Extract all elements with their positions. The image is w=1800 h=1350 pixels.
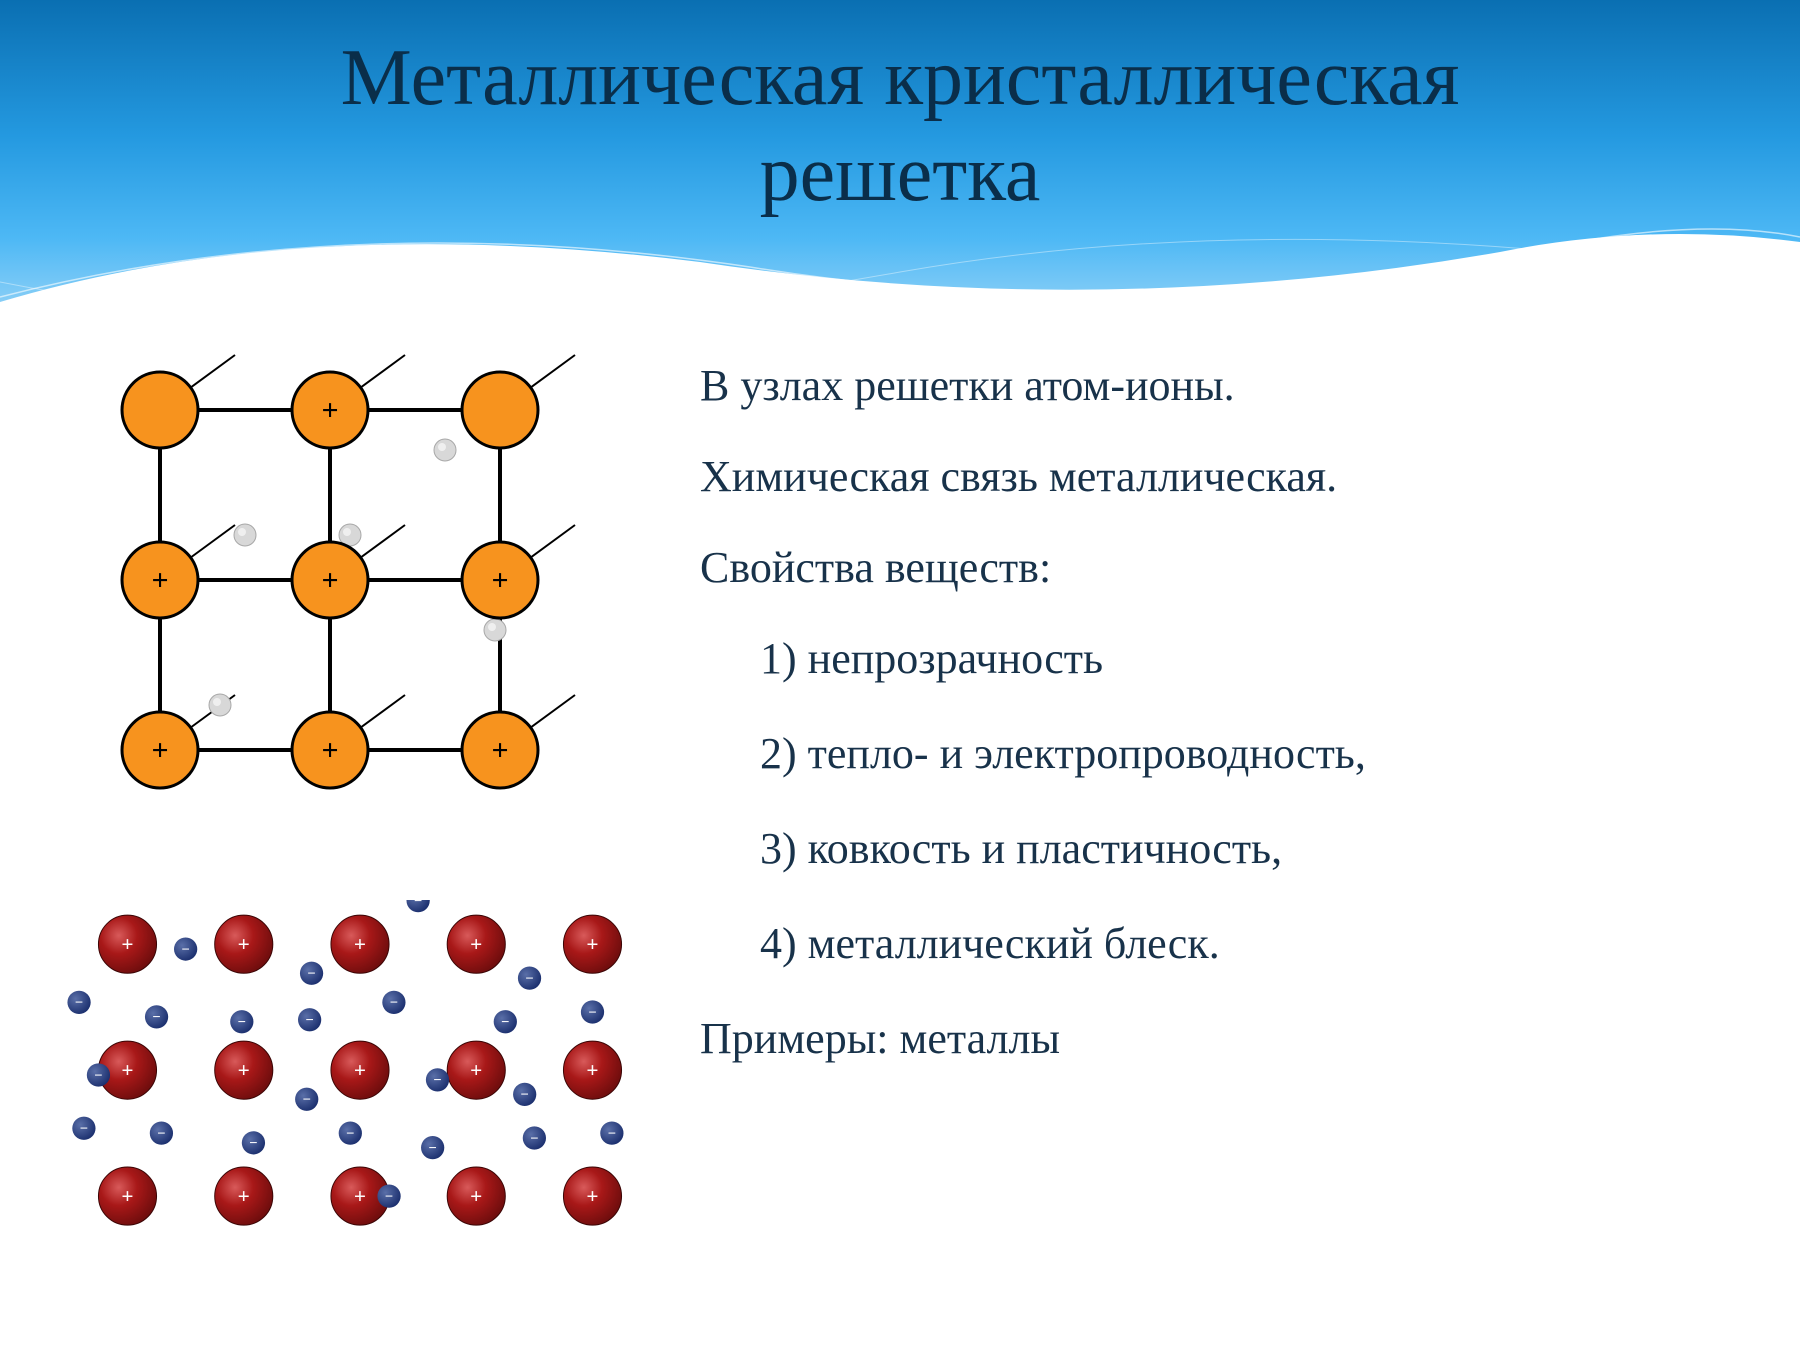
property-3: 3) ковкость и пластичность, bbox=[700, 823, 1740, 874]
svg-text:−: − bbox=[80, 1121, 88, 1137]
svg-text:−: − bbox=[414, 900, 422, 909]
svg-text:−: − bbox=[521, 1087, 529, 1103]
svg-text:+: + bbox=[586, 1184, 598, 1208]
chemical-bond-text: Химическая связь металлическая. bbox=[700, 451, 1740, 502]
svg-text:+: + bbox=[470, 932, 482, 956]
slide-header: Металлическая кристаллическая решетка bbox=[0, 0, 1800, 340]
svg-text:+: + bbox=[121, 1184, 133, 1208]
svg-text:+: + bbox=[238, 932, 250, 956]
left-column: + + + + + + + + + + + + + + + + + + + + + + − − − − − − − − − − − − − − − − −… bbox=[60, 360, 660, 1250]
svg-text:−: − bbox=[307, 966, 315, 982]
svg-text:−: − bbox=[152, 1010, 160, 1026]
svg-text:+: + bbox=[121, 1058, 133, 1082]
svg-text:+: + bbox=[238, 1058, 250, 1082]
svg-text:−: − bbox=[385, 1189, 393, 1205]
svg-text:−: − bbox=[303, 1092, 311, 1108]
svg-text:−: − bbox=[346, 1126, 354, 1142]
header-wave bbox=[0, 202, 1800, 342]
right-column: В узлах решетки атом-ионы. Химическая св… bbox=[660, 360, 1740, 1250]
svg-text:−: − bbox=[588, 1005, 596, 1021]
svg-text:−: − bbox=[433, 1073, 441, 1089]
svg-text:−: − bbox=[238, 1015, 246, 1031]
svg-text:+: + bbox=[151, 734, 168, 767]
svg-text:+: + bbox=[121, 932, 133, 956]
svg-text:+: + bbox=[238, 1184, 250, 1208]
svg-text:−: − bbox=[429, 1141, 437, 1157]
svg-text:+: + bbox=[491, 564, 508, 597]
svg-text:+: + bbox=[354, 1184, 366, 1208]
svg-text:−: − bbox=[305, 1013, 313, 1029]
svg-text:+: + bbox=[470, 1058, 482, 1082]
electron-sea-diagram: + + + + + + + + + + + + + + + − − − − − − − − − − − − − − − − − − − − − − − bbox=[50, 900, 670, 1250]
svg-text:−: − bbox=[181, 942, 189, 958]
svg-text:−: − bbox=[75, 995, 83, 1011]
svg-text:+: + bbox=[354, 932, 366, 956]
svg-text:−: − bbox=[501, 1015, 509, 1031]
lattice-diagram: + + + + + + + bbox=[90, 320, 630, 840]
property-1: 1) непрозрачность bbox=[700, 633, 1740, 684]
svg-text:+: + bbox=[321, 564, 338, 597]
property-2: 2) тепло- и электропроводность, bbox=[700, 728, 1740, 779]
svg-text:−: − bbox=[608, 1126, 616, 1142]
svg-text:+: + bbox=[470, 1184, 482, 1208]
content-area: + + + + + + + + + + + + + + + + + + + + + + − − − − − − − − − − − − − − − − −… bbox=[0, 340, 1800, 1290]
svg-text:−: − bbox=[94, 1068, 102, 1084]
svg-text:−: − bbox=[525, 971, 533, 987]
svg-text:+: + bbox=[354, 1058, 366, 1082]
properties-heading: Свойства веществ: bbox=[700, 542, 1740, 593]
svg-text:+: + bbox=[586, 1058, 598, 1082]
svg-text:−: − bbox=[249, 1136, 257, 1152]
svg-text:−: − bbox=[390, 995, 398, 1011]
svg-text:−: − bbox=[530, 1131, 538, 1147]
svg-text:+: + bbox=[586, 932, 598, 956]
examples-text: Примеры: металлы bbox=[700, 1013, 1740, 1064]
title-line-1: Металлическая кристаллическая bbox=[341, 30, 1460, 126]
lattice-nodes-text: В узлах решетки атом-ионы. bbox=[700, 360, 1740, 411]
svg-text:−: − bbox=[157, 1126, 165, 1142]
svg-text:+: + bbox=[321, 734, 338, 767]
svg-text:+: + bbox=[491, 734, 508, 767]
svg-text:+: + bbox=[151, 564, 168, 597]
property-4: 4) металлический блеск. bbox=[700, 918, 1740, 969]
svg-text:+: + bbox=[321, 394, 338, 427]
